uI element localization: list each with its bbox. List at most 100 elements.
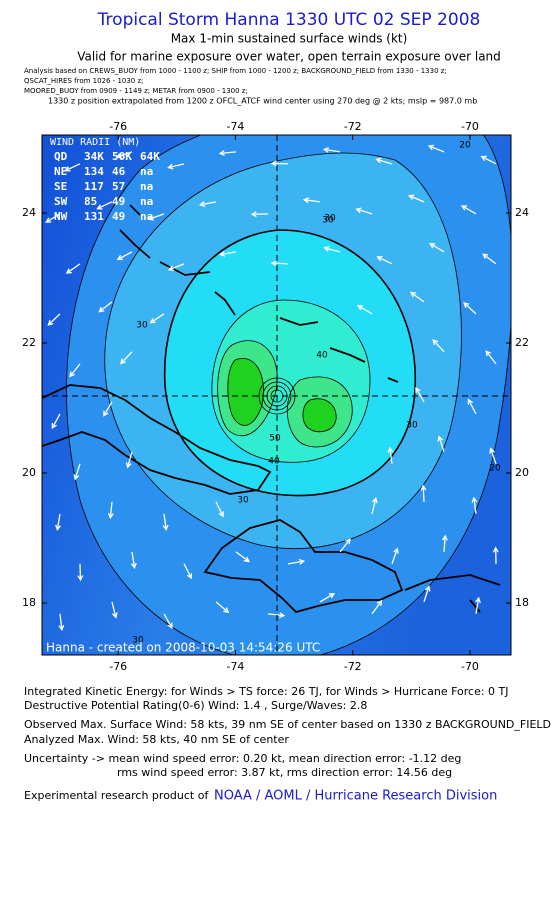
map-ticks: -76 -76 -74 -74 -72 -72 -70 -70 18 18 20 20 22 22 24 24 bbox=[22, 120, 529, 673]
wind-arrow bbox=[371, 496, 378, 515]
wind-arrow bbox=[270, 260, 289, 267]
radii-header: 34K bbox=[84, 150, 104, 163]
wind-arrow bbox=[130, 551, 137, 569]
radii-cell: 85 bbox=[84, 195, 97, 208]
lat-label: 22 bbox=[22, 336, 36, 349]
footer: Integrated Kinetic Energy: for Winds > T… bbox=[24, 685, 551, 804]
wind-arrow bbox=[73, 463, 81, 481]
lon-label: -70 bbox=[461, 120, 479, 133]
radii-cell: 57 bbox=[112, 180, 125, 193]
radii-title: WIND RADII (NM) bbox=[50, 137, 140, 148]
contour-label: 50 bbox=[269, 434, 281, 444]
wind-arrow bbox=[149, 313, 165, 324]
wind-arrow bbox=[408, 194, 425, 203]
wind-arrow bbox=[163, 613, 173, 629]
lat-label: 18 bbox=[515, 596, 529, 609]
wind-arrow bbox=[371, 599, 383, 615]
credit-link[interactable]: NOAA / AOML / Hurricane Research Divisio… bbox=[214, 789, 497, 804]
wind-arrow bbox=[409, 291, 425, 303]
wind-arrow bbox=[376, 256, 393, 265]
contour bbox=[227, 358, 264, 426]
validity: Valid for marine exposure over water, op… bbox=[77, 50, 501, 64]
radii-cell: 46 bbox=[112, 165, 126, 178]
lat-label: 20 bbox=[515, 466, 529, 479]
wind-arrow bbox=[322, 147, 341, 153]
contour-label: 20 bbox=[489, 464, 501, 474]
contour-label: 40 bbox=[316, 351, 328, 361]
lon-label: -74 bbox=[226, 660, 244, 673]
wind-arrow bbox=[270, 160, 289, 167]
lat-label: 24 bbox=[515, 206, 529, 219]
radii-cell: NE bbox=[54, 165, 67, 178]
radii-header: QD bbox=[54, 150, 68, 163]
wind-arrow bbox=[162, 513, 169, 532]
radii-cell: 131 bbox=[84, 210, 104, 223]
wind-arrow bbox=[167, 163, 185, 170]
wind-arrow bbox=[96, 201, 113, 210]
title: Tropical Storm Hanna 1330 UTC 02 SEP 200… bbox=[97, 10, 481, 30]
wind-arrow bbox=[125, 451, 133, 469]
wind-arrows bbox=[45, 144, 499, 632]
wind-arrow bbox=[65, 263, 81, 274]
wind-arrow bbox=[319, 593, 336, 603]
wind-arrow bbox=[423, 585, 431, 603]
contour-label: 30 bbox=[136, 321, 148, 331]
lat-label: 20 bbox=[22, 466, 36, 479]
radii-cell: na bbox=[140, 165, 153, 178]
subtitle: Max 1-min sustained surface winds (kt) bbox=[171, 32, 408, 46]
contour-label: 30 bbox=[237, 496, 249, 506]
wind-arrow bbox=[339, 538, 351, 553]
wind-arrow bbox=[119, 351, 133, 365]
wind-arrow bbox=[391, 547, 399, 565]
wind-arrow bbox=[183, 563, 193, 580]
wind-arrow bbox=[489, 447, 497, 465]
lon-label: -70 bbox=[461, 660, 479, 673]
wind-arrow bbox=[111, 601, 118, 619]
contour-label: 30 bbox=[406, 421, 418, 431]
wind-arrow bbox=[218, 150, 237, 157]
radii-cell: 49 bbox=[112, 210, 125, 223]
wind-arrow bbox=[147, 213, 165, 221]
lon-label: -72 bbox=[344, 660, 362, 673]
source-line: 1330 z position extrapolated from 1200 z… bbox=[48, 97, 477, 106]
source-line: Analysis based on CREWS_BUOY from 1000 -… bbox=[24, 67, 447, 75]
lat-label: 22 bbox=[515, 336, 529, 349]
wind-arrow bbox=[218, 250, 237, 257]
footer-line: Destructive Potential Rating(0-6) Wind: … bbox=[24, 699, 367, 712]
contour-label: 30 bbox=[322, 216, 334, 226]
wind-arrow bbox=[98, 301, 113, 313]
contour-label: 40 bbox=[268, 457, 280, 467]
wind-arrow bbox=[198, 201, 217, 207]
wind-arrow bbox=[387, 446, 394, 464]
wind-arrow bbox=[116, 251, 133, 261]
wind-arrow bbox=[235, 551, 250, 563]
wind-arrow bbox=[55, 513, 61, 531]
wind-arrow bbox=[323, 245, 341, 253]
wind-arrow bbox=[357, 305, 373, 315]
footer-line: Integrated Kinetic Energy: for Winds > T… bbox=[24, 685, 509, 698]
radii-cell: na bbox=[140, 210, 153, 223]
wind-arrow bbox=[58, 613, 65, 632]
wind-arrow bbox=[475, 596, 481, 614]
wind-arrow bbox=[429, 243, 445, 253]
footer-line: rms wind speed error: 3.87 kt, rms direc… bbox=[117, 766, 452, 779]
lon-label: -76 bbox=[109, 660, 127, 673]
radii-header: 50K bbox=[112, 150, 132, 163]
wind-arrow bbox=[432, 339, 445, 353]
wind-arrow bbox=[51, 413, 61, 430]
wind-arrow bbox=[250, 211, 269, 218]
wind-arrow bbox=[415, 386, 425, 403]
wind-arrow bbox=[115, 151, 133, 159]
wind-arrow bbox=[64, 163, 81, 172]
contour-label: 30 bbox=[132, 636, 144, 646]
map-credit: Hanna - created on 2008-10-03 14:54:26 U… bbox=[46, 641, 320, 655]
radii-cell: NW bbox=[54, 210, 68, 223]
contour-label: 30 bbox=[324, 214, 336, 224]
wind-arrow bbox=[267, 612, 286, 619]
wind-arrow bbox=[471, 496, 478, 514]
lat-label: 18 bbox=[22, 596, 36, 609]
footer-line: Analyzed Max. Wind: 58 kts, 40 nm SE of … bbox=[24, 733, 289, 746]
wind-arrow bbox=[375, 157, 393, 165]
wind-arrow bbox=[69, 363, 81, 378]
